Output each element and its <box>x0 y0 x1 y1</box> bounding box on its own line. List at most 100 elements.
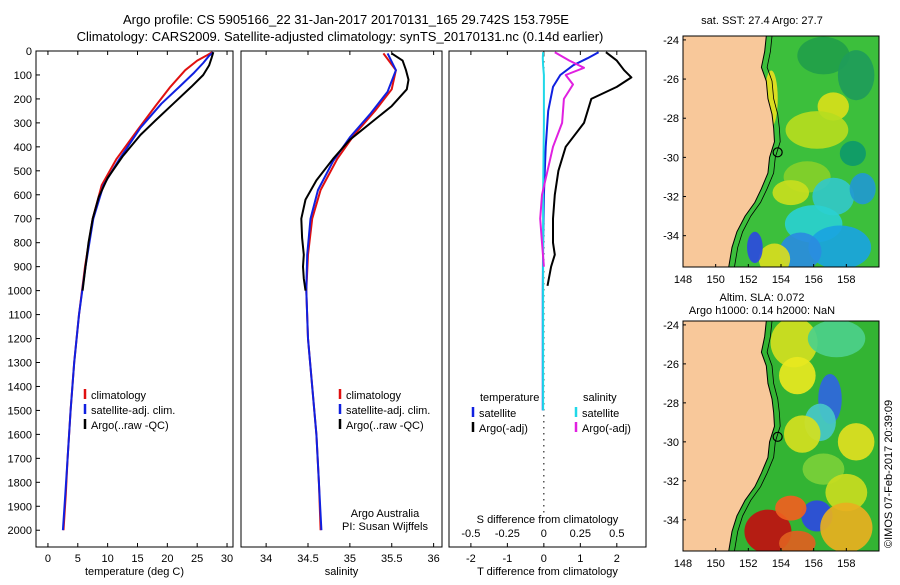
y-tick-label: 800 <box>14 238 32 250</box>
y-tick-label: 1700 <box>8 453 32 465</box>
map-x-tick-label: 156 <box>804 558 822 570</box>
map-y-tick-label: -26 <box>663 359 679 371</box>
title-line-2: Climatology: CARS2009. Satellite-adjuste… <box>77 29 604 44</box>
legend-label: satellite-adj. clim. <box>91 405 175 417</box>
x-tick-label: 0 <box>541 553 547 565</box>
y-tick-label: 1800 <box>8 477 32 489</box>
y-tick-label: 1100 <box>8 310 32 322</box>
series-line <box>541 52 545 411</box>
map-field-patch <box>820 502 873 551</box>
y-tick-label: 1900 <box>8 501 32 513</box>
profile-marker <box>772 147 783 158</box>
s-tick-label: -0.5 <box>461 528 480 540</box>
salinity-panel: 34 34.5 35 35.5 36 salinity climatology satelli… <box>240 50 443 578</box>
series-line <box>539 51 585 267</box>
map-y-tick-label: -34 <box>663 231 679 243</box>
y-tick-label: 400 <box>14 142 32 154</box>
x-tick-label: 2 <box>614 553 620 565</box>
series-line <box>300 52 410 291</box>
map-y-tick-label: -26 <box>663 74 679 86</box>
y-tick-label: 2000 <box>8 525 32 537</box>
legend-label: Argo(-adj) <box>582 423 631 435</box>
map-field-patch <box>839 140 866 166</box>
map-x-tick-label: 152 <box>739 558 757 570</box>
x-tick-label: 5 <box>75 553 81 565</box>
map-y-tick-label: -28 <box>663 398 679 410</box>
map-field-patch <box>779 232 822 267</box>
map-field-patch <box>747 231 763 264</box>
x-tick-label: 10 <box>102 553 114 565</box>
map-x-tick-label: 148 <box>674 558 692 570</box>
y-tick-label: 200 <box>14 94 32 106</box>
legend-label: Argo(..raw -QC) <box>91 420 169 432</box>
x-tick-label: 30 <box>221 553 233 565</box>
map-field-patch <box>779 356 816 395</box>
series-line <box>305 52 397 531</box>
legend-label: climatology <box>346 390 402 402</box>
x-tick-label: 35 <box>344 553 356 565</box>
map-x-tick-label: 154 <box>772 558 790 570</box>
y-tick-label: 900 <box>14 262 32 274</box>
x-tick-label: 36 <box>428 553 440 565</box>
map-x-tick-label: 150 <box>706 274 724 286</box>
legend-label: Argo(..raw -QC) <box>346 420 424 432</box>
x-axis-label: T difference from climatology <box>477 566 618 578</box>
legend-label: satellite <box>479 408 516 420</box>
x-tick-label: 35.5 <box>381 553 402 565</box>
imos-credit: ©IMOS 07-Feb-2017 20:39:09 <box>883 400 895 548</box>
y-tick-label: 700 <box>14 214 32 226</box>
map-body <box>683 321 879 551</box>
x-axis-label: temperature (deg C) <box>85 566 184 578</box>
series-line <box>62 51 213 531</box>
title-line-1: Argo profile: CS 5905166_22 31-Jan-2017 … <box>123 12 569 27</box>
profile-marker <box>772 431 783 442</box>
map-y-tick-label: -30 <box>663 152 679 164</box>
x-tick-label: 25 <box>191 553 203 565</box>
map-field-patch <box>802 453 845 485</box>
map-y-tick-label: -32 <box>663 476 679 488</box>
x-tick-label: -1 <box>502 553 512 565</box>
legend-label: satellite-adj. clim. <box>346 405 430 417</box>
x-tick-label: 15 <box>131 553 143 565</box>
map-y-tick-label: -24 <box>663 320 679 332</box>
legend-label: satellite <box>582 408 619 420</box>
map-body <box>683 36 879 267</box>
y-tick-label: 500 <box>14 166 32 178</box>
legend-group-temperature: temperature <box>480 392 539 404</box>
plot-frame <box>35 50 234 548</box>
sla-map-title: Altim. SLA: 0.072 <box>720 292 805 304</box>
x-tick-label: 34.5 <box>297 553 318 565</box>
map-y-tick-label: -24 <box>663 35 679 47</box>
map-field-patch <box>797 36 850 75</box>
legend-label: Argo(-adj) <box>479 423 528 435</box>
map-x-tick-label: 158 <box>837 558 855 570</box>
series-line <box>541 51 600 411</box>
land-mass <box>683 36 775 267</box>
map-y-tick-label: -34 <box>663 515 679 527</box>
s-tick-label: 0.25 <box>570 528 591 540</box>
map-y-tick-label: -32 <box>663 192 679 204</box>
sst-map-title: sat. SST: 27.4 Argo: 27.7 <box>701 15 823 27</box>
x-tick-label: 0 <box>45 553 51 565</box>
x-tick-label: 20 <box>161 553 173 565</box>
difference-panel: -2 -1 0 1 2T difference from climatology -0.5… <box>448 50 647 578</box>
map-y-tick-label: -28 <box>663 113 679 125</box>
temperature-panel: 0 5 10 15 20 25 300100200300400500600700800900… <box>8 46 234 578</box>
x-axis-label: salinity <box>325 566 359 578</box>
s-tick-label: 0.5 <box>609 528 624 540</box>
map-field-patch <box>807 321 866 358</box>
map-field-patch <box>772 180 810 206</box>
shelf-contour <box>734 321 781 551</box>
map-field-patch <box>837 423 875 461</box>
x-tick-label: 1 <box>577 553 583 565</box>
y-tick-label: 1600 <box>8 429 32 441</box>
y-tick-label: 300 <box>14 118 32 130</box>
y-tick-label: 1200 <box>8 334 32 346</box>
sla-map-subtitle: Argo h1000: 0.14 h2000: NaN <box>689 305 835 317</box>
series-line <box>81 51 215 291</box>
y-tick-label: 1300 <box>8 357 32 369</box>
map-x-tick-label: 156 <box>804 274 822 286</box>
series-line <box>305 52 397 531</box>
y-tick-label: 1400 <box>8 381 32 393</box>
